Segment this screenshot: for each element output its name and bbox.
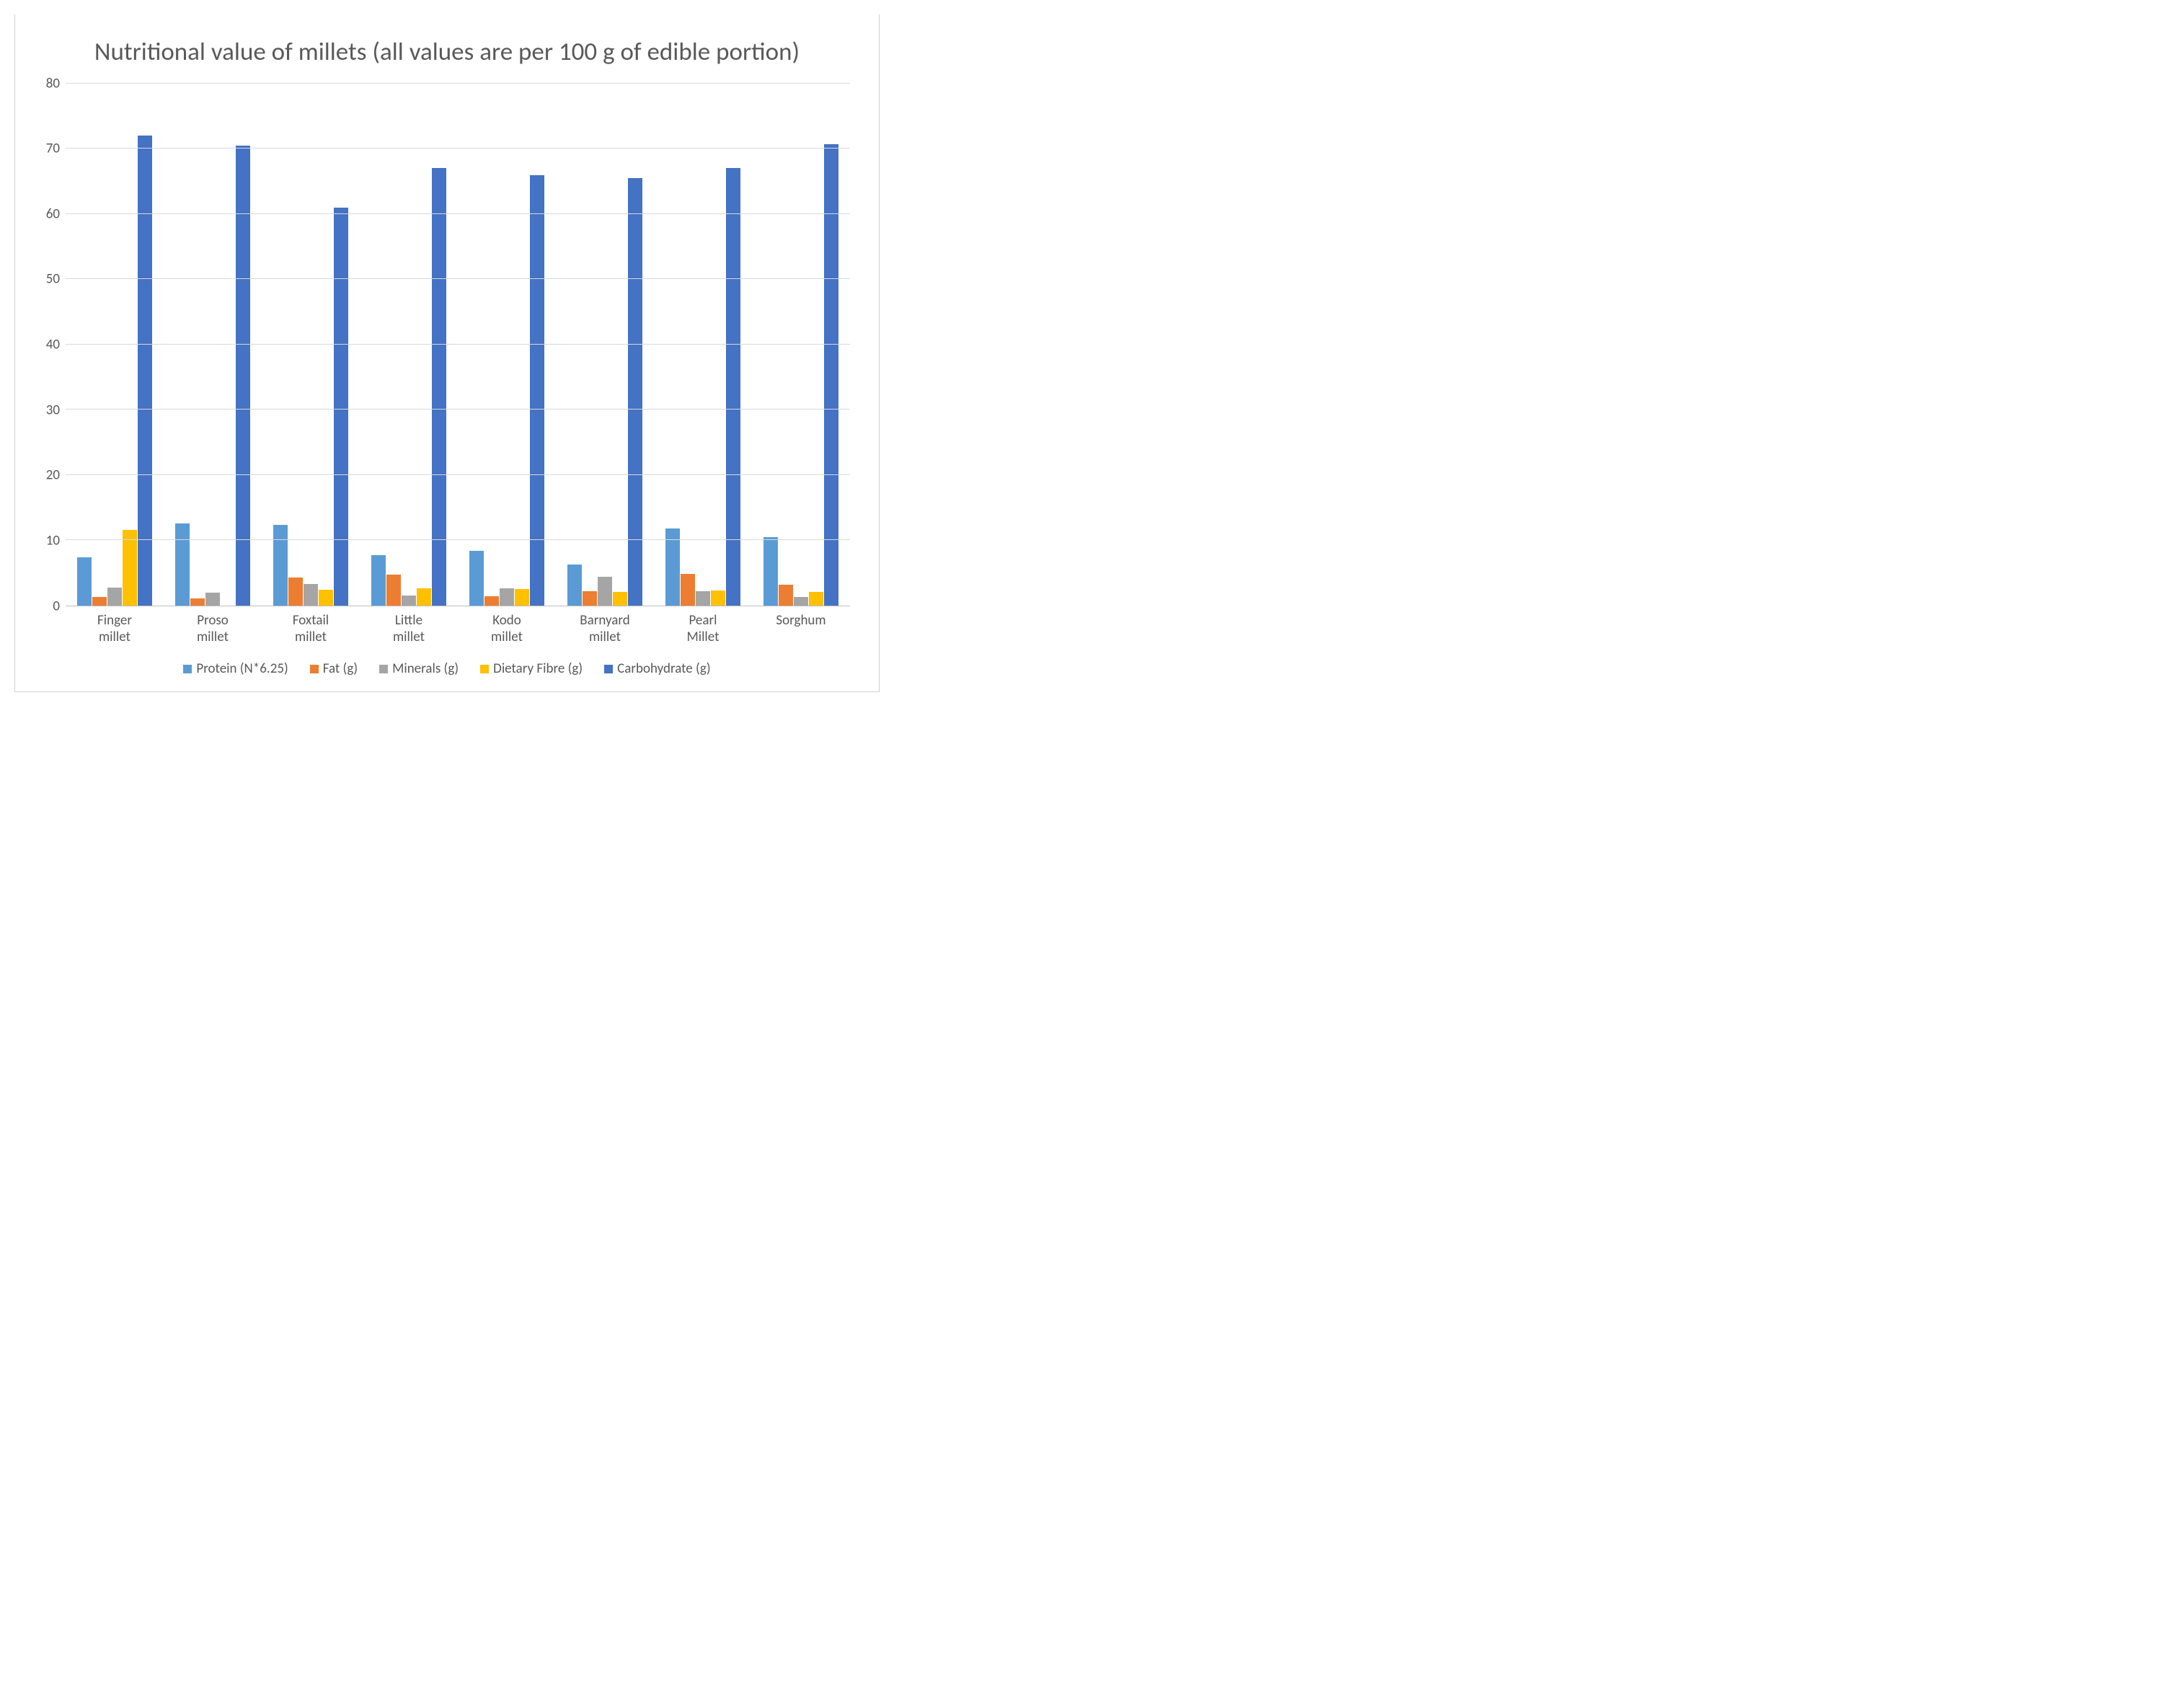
chart-container: Nutritional value of millets (all values… xyxy=(14,14,880,692)
bar xyxy=(402,596,416,606)
gridline xyxy=(66,148,850,149)
bar xyxy=(288,578,303,606)
bar xyxy=(613,592,627,605)
y-tick-label: 60 xyxy=(46,205,60,222)
bar xyxy=(809,592,823,605)
bar xyxy=(304,584,318,606)
bar xyxy=(273,525,288,605)
category-group xyxy=(164,84,262,606)
category-group xyxy=(752,84,850,606)
legend-label: Protein (N*6.25) xyxy=(196,660,288,677)
legend-item: Carbohydrate (g) xyxy=(604,660,710,677)
legend-label: Carbohydrate (g) xyxy=(617,660,710,677)
bar xyxy=(236,146,250,605)
category-group xyxy=(360,84,458,606)
bar xyxy=(794,597,808,606)
legend-swatch xyxy=(604,665,613,673)
y-tick-label: 20 xyxy=(46,467,60,484)
bar xyxy=(530,175,544,605)
gridline xyxy=(66,474,850,475)
bar xyxy=(469,551,484,605)
category-group xyxy=(556,84,654,606)
category-group xyxy=(654,84,752,606)
gridline xyxy=(66,344,850,345)
gridline xyxy=(66,83,850,84)
legend-item: Dietary Fibre (g) xyxy=(480,660,583,677)
plot-area xyxy=(66,84,850,606)
legend-swatch xyxy=(480,665,489,673)
legend-label: Fat (g) xyxy=(323,660,358,677)
category-group xyxy=(458,84,556,606)
legend-item: Protein (N*6.25) xyxy=(183,660,288,677)
bar xyxy=(371,555,386,606)
gridline xyxy=(66,213,850,214)
bar xyxy=(598,577,612,606)
x-axis-label: Prosomillet xyxy=(164,606,262,647)
bar xyxy=(500,588,514,606)
y-tick-label: 80 xyxy=(46,75,60,92)
legend-item: Minerals (g) xyxy=(379,660,459,677)
y-tick-label: 10 xyxy=(46,532,60,549)
bar xyxy=(138,136,152,606)
x-axis-label: Fingermillet xyxy=(66,606,164,647)
bar xyxy=(319,590,333,606)
x-axis-label: Sorghum xyxy=(752,606,850,647)
bar xyxy=(77,557,92,605)
gridline xyxy=(66,539,850,540)
chart-title: Nutritional value of millets (all values… xyxy=(22,36,872,69)
legend-label: Dietary Fibre (g) xyxy=(493,660,583,677)
bar xyxy=(515,589,529,606)
bar xyxy=(107,588,122,605)
bar xyxy=(628,178,642,606)
x-axis-label: Littlemillet xyxy=(360,606,458,647)
legend-label: Minerals (g) xyxy=(392,660,459,677)
bar xyxy=(681,574,695,605)
bar xyxy=(567,565,582,605)
bar xyxy=(190,598,205,606)
bar xyxy=(484,596,499,606)
bar xyxy=(711,590,725,606)
x-axis-label: Barnyardmillet xyxy=(556,606,654,647)
y-tick-label: 40 xyxy=(46,337,60,353)
gridline xyxy=(66,278,850,279)
legend-swatch xyxy=(310,665,319,673)
y-tick-label: 70 xyxy=(46,141,60,157)
x-axis-label: Kodomillet xyxy=(458,606,556,647)
legend-swatch xyxy=(379,665,388,673)
x-axis: FingermilletProsomilletFoxtailmilletLitt… xyxy=(66,606,850,647)
y-tick-label: 0 xyxy=(53,598,60,614)
legend-swatch xyxy=(183,665,192,673)
y-tick-label: 30 xyxy=(46,402,60,418)
legend: Protein (N*6.25) Fat (g) Minerals (g) Dieta… xyxy=(22,660,872,684)
bar xyxy=(417,588,431,606)
x-axis-label: PearlMillet xyxy=(654,606,752,647)
y-axis: 01020304050607080 xyxy=(30,84,66,606)
y-tick-label: 50 xyxy=(46,271,60,288)
bar xyxy=(696,591,710,606)
plot-wrapper: 01020304050607080 xyxy=(30,84,850,606)
category-group xyxy=(262,84,360,606)
bar xyxy=(763,537,778,605)
legend-item: Fat (g) xyxy=(310,660,358,677)
bar xyxy=(779,585,793,605)
x-axis-label: Foxtailmillet xyxy=(262,606,360,647)
bar xyxy=(123,530,137,605)
bars-layer xyxy=(66,84,850,606)
bar xyxy=(175,523,190,605)
bar xyxy=(334,208,348,605)
bar xyxy=(92,597,107,606)
bar xyxy=(583,591,597,606)
bar xyxy=(205,593,220,605)
bar xyxy=(386,575,401,606)
gridline xyxy=(66,409,850,410)
category-group xyxy=(66,84,164,606)
